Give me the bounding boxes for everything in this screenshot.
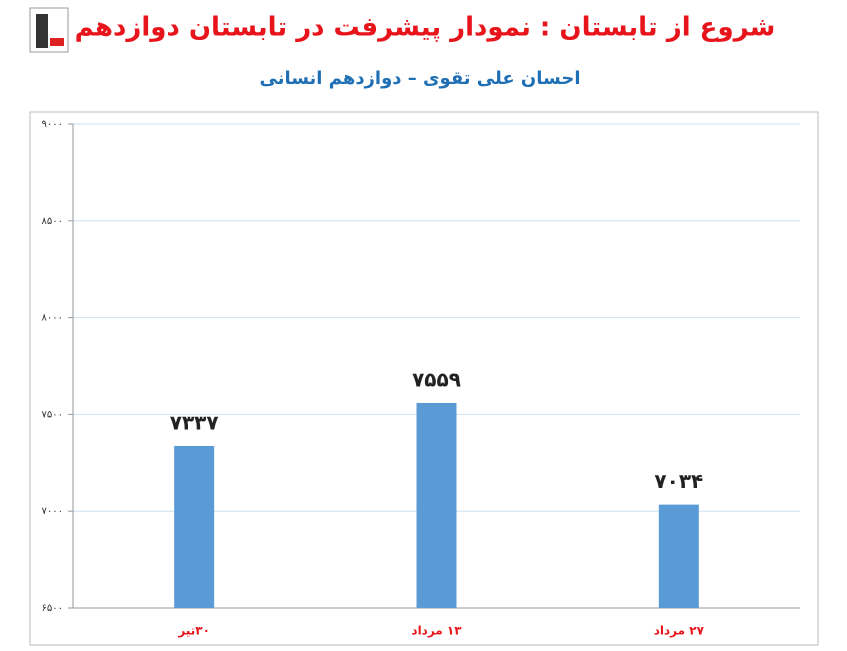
chart-frame bbox=[29, 111, 819, 646]
y-tick-label: ۸۰۰۰ bbox=[42, 313, 63, 324]
bar bbox=[658, 504, 699, 608]
y-tick-label: ۸۵۰۰ bbox=[42, 216, 63, 227]
bar bbox=[174, 445, 215, 608]
chart-subtitle: احسان علی تقوی – دوازدهم انسانی bbox=[259, 68, 580, 89]
logo bbox=[29, 7, 69, 53]
y-tick-label: ۶۵۰۰ bbox=[42, 603, 63, 614]
chart-title: شروع از تابستان : نمودار پیشرفت در تابست… bbox=[75, 13, 776, 43]
y-tick-label: ۷۵۰۰ bbox=[42, 409, 63, 420]
value-label: ۷۳۳۷ bbox=[170, 410, 219, 434]
value-label: ۷۰۳۴ bbox=[654, 469, 703, 493]
x-tick-label: ۱۳ مرداد bbox=[411, 624, 462, 638]
value-label: ۷۵۵۹ bbox=[412, 367, 461, 391]
bar bbox=[416, 402, 457, 608]
x-tick-label: ۳۰تیر bbox=[177, 624, 210, 638]
y-tick-label: ۹۰۰۰ bbox=[42, 119, 63, 130]
y-tick-label: ۷۰۰۰ bbox=[42, 506, 63, 517]
x-tick-label: ۲۷ مرداد bbox=[654, 624, 705, 638]
